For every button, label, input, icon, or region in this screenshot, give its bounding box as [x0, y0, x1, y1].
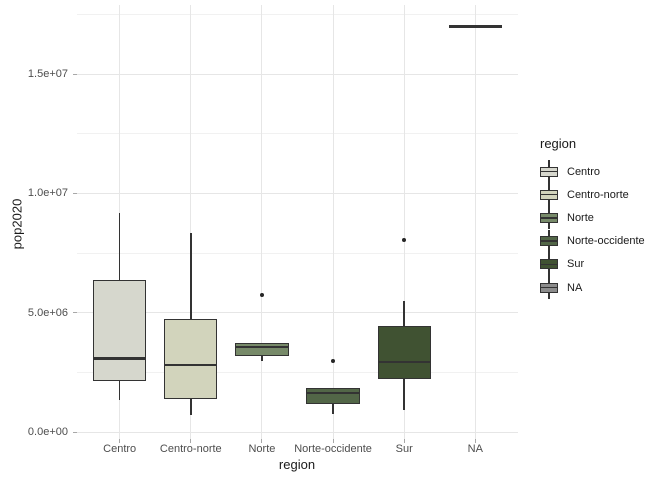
x-axis-title: region	[278, 457, 316, 472]
boxplot-box-norte-occidente	[306, 388, 360, 405]
y-axis-tick	[73, 431, 77, 433]
legend-item: Sur	[540, 252, 645, 276]
x-tick-label: Norte-occidente	[294, 443, 372, 455]
boxplot-box-centro	[93, 280, 147, 382]
legend-item: Centro	[540, 160, 645, 184]
median-line	[164, 363, 218, 367]
x-tick-label: NA	[467, 443, 483, 455]
x-axis-tick	[190, 439, 192, 443]
legend-item-label: Norte	[567, 211, 594, 224]
x-tick-label: Centro-norte	[159, 443, 222, 455]
gridline-minor-y	[77, 371, 518, 373]
lower-whisker	[118, 381, 121, 401]
legend-median-line	[540, 170, 558, 173]
gridline-major-x	[261, 5, 263, 439]
x-tick-label: Centro	[103, 443, 137, 455]
lower-whisker	[332, 404, 334, 415]
outlier-point	[330, 358, 336, 364]
gridline-major-x	[190, 5, 192, 439]
lower-whisker	[190, 399, 192, 416]
y-axis-tick	[73, 312, 77, 314]
legend-key-boxplot-icon	[540, 160, 558, 184]
legend-item-label: NA	[567, 281, 583, 294]
legend-item-label: Norte-occidente	[567, 235, 645, 248]
x-axis-tick	[119, 439, 121, 443]
gridline-minor-y	[77, 133, 518, 135]
gridline-major-y	[77, 431, 518, 433]
legend-key-boxplot-icon	[540, 276, 558, 300]
gridline-major-y	[77, 192, 518, 194]
lower-whisker	[261, 355, 263, 362]
legend-median-line	[540, 217, 558, 219]
y-axis-tick	[73, 73, 77, 75]
y-tick-label: 1.0e+07	[27, 187, 68, 200]
legend-item: Centro-norte	[540, 183, 645, 207]
legend-median-line	[540, 263, 558, 266]
legend-item-label: Sur	[567, 258, 585, 271]
gridline-minor-y	[77, 14, 518, 16]
median-line	[93, 357, 147, 360]
legend-median-line	[540, 194, 558, 196]
legend-items: Centro Centro-norte Norte Norte-occidente Su…	[540, 160, 645, 300]
legend: region Centro Centro-norte Norte Norte-occi…	[540, 136, 645, 300]
median-line	[306, 391, 360, 395]
legend-key-boxplot-icon	[540, 206, 558, 230]
outlier-point	[401, 237, 407, 243]
legend-key-boxplot-icon	[540, 183, 558, 207]
gridline-major-x	[332, 5, 334, 439]
median-line	[448, 25, 502, 28]
y-tick-label: 1.5e+07	[27, 68, 68, 81]
legend-item: NA	[540, 276, 645, 300]
legend-item: Norte-occidente	[540, 229, 645, 253]
x-axis-tick	[332, 439, 334, 443]
upper-whisker	[118, 213, 121, 281]
gridline-major-y	[77, 73, 518, 75]
gridline-major-x	[474, 5, 476, 439]
legend-key-boxplot-icon	[540, 252, 558, 276]
median-line	[377, 360, 431, 364]
legend-key-boxplot-icon	[540, 229, 558, 253]
x-tick-label: Norte	[248, 443, 276, 455]
legend-median-line	[540, 240, 558, 242]
legend-item-label: Centro	[567, 165, 601, 178]
median-line	[235, 345, 289, 349]
outlier-point	[259, 292, 265, 298]
y-tick-label: 5.0e+06	[27, 306, 68, 319]
x-axis-tick	[261, 439, 263, 443]
boxplot-box-sur	[377, 326, 431, 380]
upper-whisker	[190, 233, 192, 320]
y-axis-tick	[73, 192, 77, 194]
legend-title: region	[540, 136, 577, 151]
y-axis-title: pop2020	[9, 198, 25, 250]
legend-median-line	[540, 286, 558, 289]
x-tick-label: Sur	[395, 443, 413, 455]
x-axis-tick	[403, 439, 405, 443]
gridline-major-x	[403, 5, 405, 439]
legend-item-label: Centro-norte	[567, 188, 629, 201]
gridline-minor-y	[77, 252, 518, 254]
lower-whisker	[403, 379, 405, 411]
x-axis-tick	[474, 439, 476, 443]
boxplot-box-centro-norte	[164, 319, 218, 400]
y-tick-label: 0.0e+00	[27, 426, 68, 439]
gridline-major-y	[77, 312, 518, 314]
legend-item: Norte	[540, 206, 645, 230]
upper-whisker	[403, 301, 405, 327]
